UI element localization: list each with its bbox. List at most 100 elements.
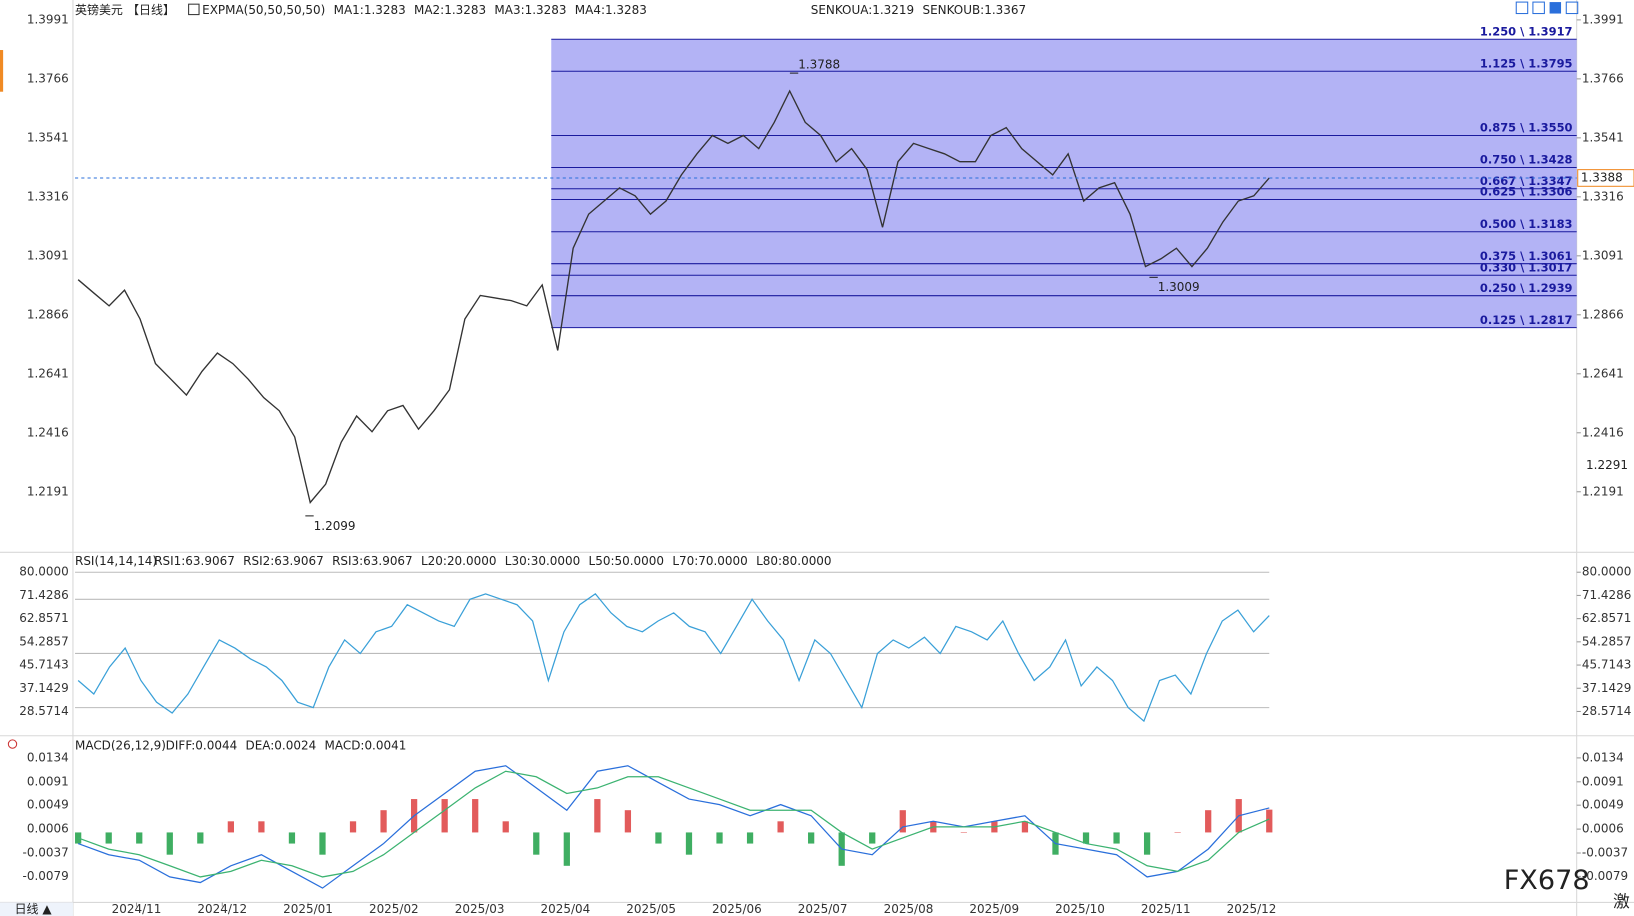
fib-label: 1.125 \ 1.3795 (1480, 56, 1573, 70)
macd-bar (1266, 809, 1273, 833)
y-tick-label: 71.4286 (1582, 588, 1632, 602)
macd-bar (472, 799, 479, 833)
last-price-tag (1577, 169, 1634, 187)
settings-icon[interactable] (7, 739, 18, 749)
y-tick-label: -0.0079 (23, 869, 69, 883)
marker-price-label: 1.2291 (1586, 458, 1628, 472)
toolbar[interactable] (1515, 1, 1579, 15)
header-label: MA2:1.3283 (414, 3, 486, 17)
fib-label: 0.625 \ 1.3306 (1480, 185, 1573, 199)
fib-label: 0.875 \ 1.3550 (1480, 121, 1573, 135)
fib-label: 1.250 \ 1.3917 (1480, 24, 1573, 38)
x-tick-label: 2025/01 (283, 902, 333, 916)
fib-band (551, 39, 1577, 328)
y-tick-label: -0.0037 (23, 846, 69, 860)
header-label: EXPMA(50,50,50,50) (202, 3, 325, 17)
header-label: SENKOUA:1.3219 (811, 3, 914, 17)
annotation-label: 1.2099 (314, 519, 356, 533)
x-tick-label: 2025/02 (369, 902, 419, 916)
y-tick-label: -0.0037 (1582, 846, 1628, 860)
header-label: RSI3:63.9067 (332, 554, 413, 568)
last-price-label: 1.3388 (1581, 170, 1623, 184)
header-label: RSI2:63.9067 (243, 554, 324, 568)
y-tick-label: 1.3766 (27, 71, 69, 85)
y-tick-label: 80.0000 (1582, 565, 1632, 579)
header-label: MA3:1.3283 (494, 3, 566, 17)
macd-bar (594, 799, 601, 833)
header-label: L80:80.0000 (756, 554, 831, 568)
macd-bar (808, 832, 815, 844)
tool-icon[interactable] (1515, 1, 1529, 15)
header-label: L70:70.0000 (672, 554, 747, 568)
x-tick-label: 2025/05 (626, 902, 676, 916)
macd-bar (746, 832, 754, 844)
annotation-label: 1.3009 (1158, 280, 1200, 294)
period-button[interactable] (0, 902, 73, 916)
period-button-label[interactable]: 日线 ▲ (15, 902, 53, 916)
y-tick-label: 1.3541 (27, 130, 69, 144)
header-label: 英镑美元 (75, 2, 123, 17)
header-label: SENKOUB:1.3367 (922, 3, 1026, 17)
macd-bar (655, 832, 662, 844)
macd-bar (258, 821, 265, 833)
macd-bar (349, 821, 357, 833)
header-label: MA4:1.3283 (575, 3, 647, 17)
macd-bar (1082, 832, 1090, 844)
x-tick-label: 2025/12 (1227, 902, 1277, 916)
macd-bar (869, 832, 876, 844)
x-tick-label: 2025/07 (798, 902, 848, 916)
y-tick-label: 0.0091 (27, 774, 69, 788)
header-label: DIFF:0.0044 (166, 739, 237, 753)
fib-label: 0.667 \ 1.3347 (1480, 174, 1573, 188)
y-tick-label: 28.5714 (19, 704, 68, 718)
panel-title: MACD(26,12,9) (75, 739, 166, 753)
header-label: MA1:1.3283 (334, 3, 406, 17)
y-tick-label: 0.0049 (1582, 798, 1624, 812)
macd-bar (1174, 832, 1181, 833)
y-tick-label: 1.2866 (27, 307, 69, 321)
macd-bar (1205, 810, 1212, 833)
macd-bar (624, 810, 632, 833)
y-tick-label: 1.3991 (27, 12, 69, 26)
tool-icon[interactable] (1549, 2, 1562, 14)
x-tick-label: 2025/09 (969, 902, 1019, 916)
price-line (77, 89, 1270, 504)
macd-bar (166, 832, 173, 855)
header-label: L50:50.0000 (589, 554, 664, 568)
macd-bar (441, 799, 448, 833)
rsi-line (77, 593, 1270, 723)
fib-label: 0.250 \ 1.2939 (1480, 281, 1573, 295)
macd-bar (288, 832, 296, 844)
macd-bar (380, 810, 387, 833)
x-tick-label: 2025/06 (712, 902, 762, 916)
x-tick-label: 2025/04 (541, 902, 591, 916)
fib-label: 0.375 \ 1.3061 (1480, 249, 1573, 263)
watermark: 激 (1613, 892, 1630, 911)
tool-icon[interactable] (1532, 1, 1545, 15)
y-tick-label: 1.3091 (27, 248, 69, 262)
x-tick-label: 2025/03 (455, 902, 505, 916)
y-tick-label: 0.0049 (27, 798, 69, 812)
y-tick-label: 1.2641 (1582, 366, 1624, 380)
y-tick-label: 1.3541 (1582, 130, 1624, 144)
header-label: MACD:0.0041 (325, 739, 407, 753)
y-tick-label: 62.8571 (1582, 611, 1632, 625)
header-label: L20:20.0000 (421, 554, 496, 568)
macd-bar (227, 821, 234, 833)
y-tick-label: 0.0134 (27, 750, 69, 764)
tool-icon[interactable] (1565, 1, 1579, 15)
macd-bar (105, 832, 112, 844)
macd-bar (685, 832, 693, 855)
fib-label: 0.500 \ 1.3183 (1480, 217, 1573, 231)
x-tick-label: 2025/08 (884, 902, 934, 916)
macd-bar (502, 821, 509, 833)
y-tick-label: 37.1429 (1582, 681, 1632, 695)
y-tick-label: 1.3316 (1582, 189, 1624, 203)
x-tick-label: 2024/11 (112, 902, 162, 916)
macd-bar (1113, 832, 1120, 844)
macd-bar (319, 832, 326, 855)
macd-bar (197, 832, 204, 844)
y-tick-label: 45.7143 (19, 658, 68, 672)
macd-bar (1021, 821, 1029, 833)
x-tick-label: 2025/10 (1055, 902, 1105, 916)
